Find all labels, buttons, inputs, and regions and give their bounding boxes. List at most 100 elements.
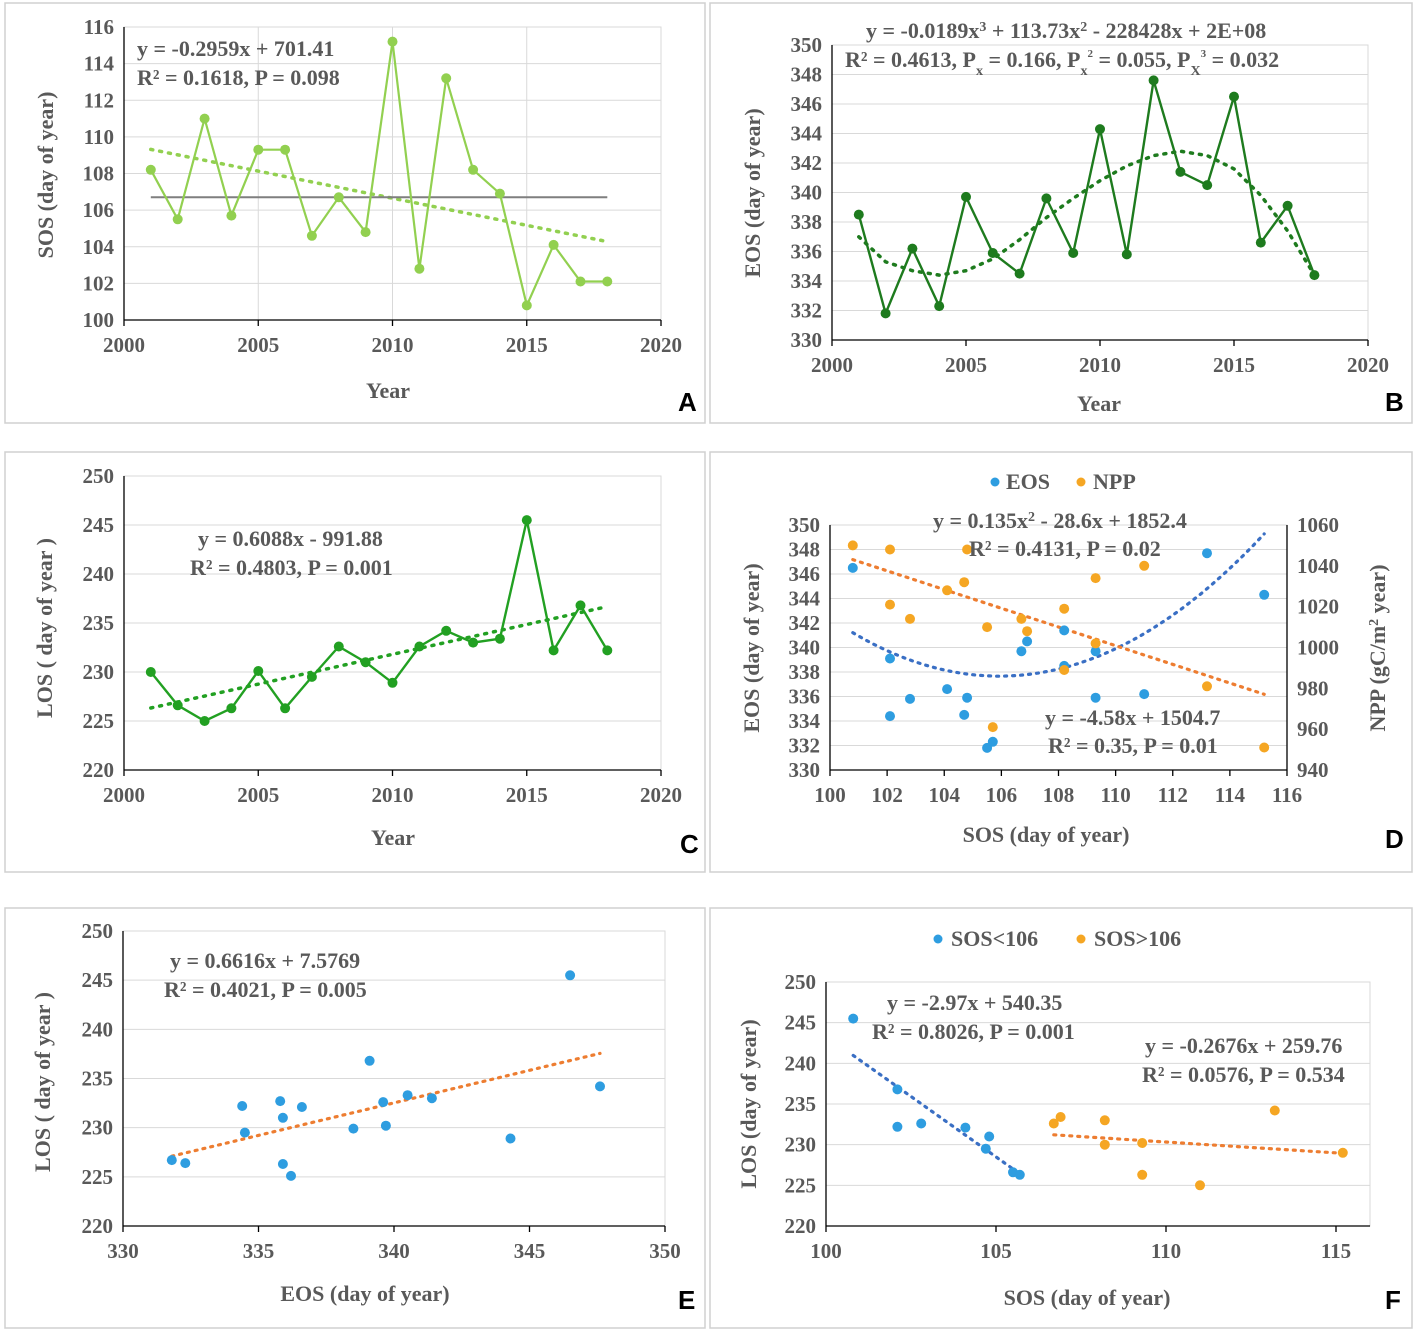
panel-c-xlabel: Year <box>371 825 415 850</box>
panel-d-legend: EOS NPP <box>990 469 1136 494</box>
panel-a-xtick-label: 2005 <box>237 333 279 357</box>
panel-b-ytick-label: 330 <box>791 328 823 352</box>
panel-d-ytick-label: 334 <box>789 709 821 733</box>
panel-d-y2tick-label: 1000 <box>1297 636 1339 660</box>
panel-f-ticks: 220 225 230 235 240 245 250 100 105 110 115 <box>785 970 1352 1263</box>
panel-d-eos-point <box>1259 589 1270 600</box>
panel-d-ytick-label: 336 <box>789 685 821 709</box>
panel-d-grid <box>829 524 1288 771</box>
panel-f-right-equation: y = -0.2676x + 259.76 <box>1145 1033 1342 1058</box>
panel-c-xtick-label: 2010 <box>372 783 414 807</box>
panel-a-point <box>414 263 425 274</box>
legend-label-sos-lt-106: SOS<106 <box>951 926 1038 951</box>
panel-e-xtick-label: 335 <box>243 1239 275 1263</box>
legend-label-npp: NPP <box>1093 469 1136 494</box>
panel-f-ytick-label: 225 <box>785 1173 817 1197</box>
panel-a-point <box>575 276 586 287</box>
panel-a-point <box>494 188 505 199</box>
panel-a-ytick-label: 104 <box>83 235 115 259</box>
panel-c-point <box>468 637 479 648</box>
panel-a-trendline <box>149 147 610 244</box>
panel-d-eos-point <box>885 711 895 722</box>
panel-e-ytick-label: 235 <box>82 1067 114 1091</box>
panel-d-npp-point <box>847 540 858 551</box>
panel-f-right-trendline <box>1052 1133 1345 1155</box>
panel-d-npp-point <box>1059 665 1070 675</box>
panel-e-point <box>237 1101 248 1111</box>
panel-a-equation: y = -0.2959x + 701.41 <box>137 36 334 61</box>
panel-e-point <box>180 1158 191 1169</box>
panel-e-ytick-label: 240 <box>82 1017 114 1041</box>
panel-f-sos-gt-106-point <box>1137 1169 1148 1180</box>
panel-b-ytick-label: 350 <box>791 33 823 57</box>
panel-a-point <box>306 230 317 241</box>
panel-e-equation: y = 0.6616x + 7.5769 <box>170 948 360 973</box>
panel-d-ylabel: EOS (day of year) <box>739 563 764 732</box>
legend-label-sos-gt-106: SOS>106 <box>1094 926 1181 951</box>
panel-d-xtick-label: 102 <box>871 783 903 807</box>
panel-b-ytick-label: 340 <box>791 181 823 205</box>
panel-c-ticks: 220 225 230 235 240 245 250 2000 2005 2010 2015 202… <box>83 464 683 807</box>
panel-d-eos-point <box>987 736 998 747</box>
panel-b-ytick-label: 342 <box>791 151 823 175</box>
panel-a-ytick-label: 112 <box>84 88 114 112</box>
panel-c-xtick-label: 2015 <box>506 783 548 807</box>
panel-b-point <box>934 301 945 312</box>
panel-d-y2tick-label: 1060 <box>1297 513 1339 537</box>
panel-a: 100 102 104 106 108 110 112 114 116 2000 2005 2010 2… <box>33 15 697 417</box>
panel-b-r2: R² = 0.4613, Px = 0.166, Px2 = 0.055, PX… <box>845 47 1279 79</box>
panel-e-point <box>277 1112 288 1123</box>
panel-d-ytick-label: 344 <box>789 587 821 611</box>
panel-d-eos-point <box>1202 548 1212 559</box>
panel-a-xtick-label: 2000 <box>103 333 145 357</box>
panel-c-point <box>387 677 398 688</box>
panel-a-point <box>145 164 156 175</box>
panel-e-ticks: 220 225 230 235 240 245 250 330 335 340 345 350 <box>82 919 681 1263</box>
panel-c-letter: C <box>680 829 699 859</box>
panel-c-ytick-label: 245 <box>83 513 115 537</box>
panel-c-ytick-label: 240 <box>83 562 115 586</box>
panel-b-point <box>1068 248 1079 258</box>
panel-d-xtick-label: 108 <box>1043 783 1075 807</box>
panel-f-xtick-label: 100 <box>810 1239 842 1263</box>
panel-e-point <box>378 1097 389 1108</box>
legend-marker-npp <box>1076 477 1086 487</box>
panel-e-point <box>380 1120 391 1131</box>
panel-d-eos-point <box>962 692 973 703</box>
panel-a-ticks: 100 102 104 106 108 110 112 114 116 2000 2005 2010 2… <box>83 15 683 357</box>
panel-c-point <box>333 641 344 652</box>
panel-a-grid <box>123 26 662 321</box>
panel-d-quadratic-r2: R² = 0.4131, P = 0.02 <box>969 536 1161 561</box>
panel-c-point <box>414 641 425 652</box>
panel-f-sos-lt-106-point <box>960 1122 971 1133</box>
panel-c-ytick-label: 235 <box>83 611 115 635</box>
panel-c: 220 225 230 235 240 245 250 2000 2005 2010 2015 202… <box>32 464 699 859</box>
panel-b-point <box>1175 166 1186 177</box>
panel-e-point <box>348 1123 359 1134</box>
panel-b-xlabel: Year <box>1077 391 1121 416</box>
panel-e-ytick-label: 250 <box>82 919 114 943</box>
panel-a-point <box>441 73 452 84</box>
panel-d-npp-point <box>959 577 970 588</box>
panel-f-ytick-label: 220 <box>785 1214 817 1238</box>
panel-d-npp-point <box>1090 638 1101 649</box>
panel-f-sos-gt-106-point <box>1099 1115 1110 1126</box>
panel-e-xtick-label: 350 <box>649 1239 681 1263</box>
panel-d-npp-point <box>885 544 895 555</box>
panel-a-ytick-label: 108 <box>83 162 115 186</box>
panel-d-eos-point <box>885 653 895 664</box>
panel-a-point <box>199 113 210 124</box>
panel-e-grid <box>122 930 666 1227</box>
panel-f-ytick-label: 245 <box>785 1011 817 1035</box>
panel-b-point <box>1255 237 1266 248</box>
panel-d-eos-point <box>959 709 970 720</box>
panel-f-sos-gt-106-point <box>1099 1139 1110 1150</box>
panel-b-point <box>1041 193 1052 204</box>
panel-d-eos-point <box>1090 646 1101 657</box>
panel-d-eos-point <box>905 693 915 704</box>
panel-a-ytick-label: 102 <box>83 271 115 295</box>
panel-d-npp-point <box>1022 626 1033 637</box>
legend-marker-eos <box>990 477 1000 487</box>
